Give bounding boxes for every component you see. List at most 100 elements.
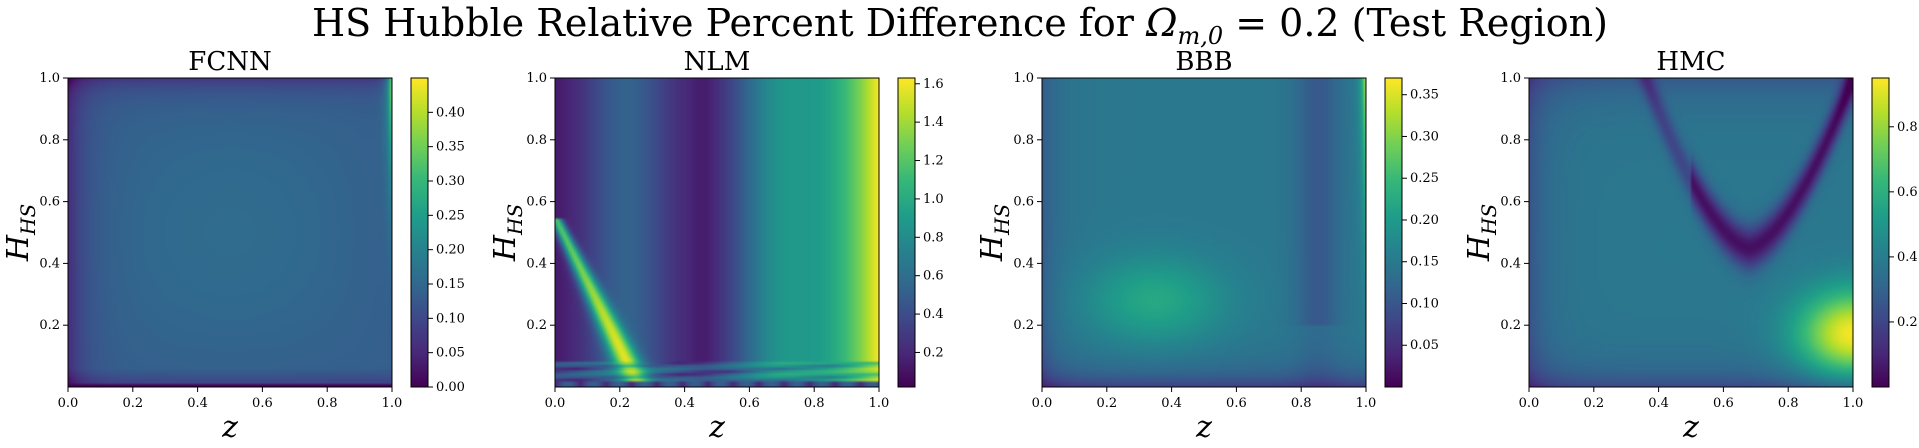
heatmap-image xyxy=(1529,78,1853,387)
heatmap-image xyxy=(555,78,879,387)
x-tick-label: 0.4 xyxy=(1648,396,1669,411)
y-axis-label: HHS xyxy=(1462,204,1501,262)
y-tick-label: 0.2 xyxy=(1500,318,1521,333)
y-tick-label: 0.4 xyxy=(1013,256,1034,271)
y-tick-label: 0.8 xyxy=(39,133,60,148)
colorbar xyxy=(897,77,916,388)
heatmap-panel-hmc: HMC 0.0 0.2 0.4 0.6 0.8 1.0 0.2 0.4 0.6 0.8 1.0 z HHS… xyxy=(1462,47,1918,445)
y-tick-label: 0.8 xyxy=(526,133,547,148)
x-tick-label: 1.0 xyxy=(1356,396,1377,411)
x-tick-label: 0.2 xyxy=(1096,396,1117,411)
colorbar-tick-label: 1.2 xyxy=(923,154,944,169)
x-tick-label: 0.6 xyxy=(1226,396,1247,411)
heatmap-panel-nlm: NLM 0.0 0.2 0.4 0.6 0.8 1.0 0.2 0.4 0.6 0.8 1.0 z HHS… xyxy=(488,47,944,445)
y-tick-label: 1.0 xyxy=(1500,71,1521,86)
x-tick-label: 0.8 xyxy=(1291,396,1312,411)
x-tick-label: 0.6 xyxy=(252,396,273,411)
x-tick-label: 1.0 xyxy=(869,396,890,411)
y-tick-label: 0.6 xyxy=(39,195,60,210)
figure-title: HS Hubble Relative Percent Difference fo… xyxy=(312,1,1608,50)
heatmap-panel-fcnn: FCNN 0.0 0.2 0.4 0.6 0.8 1.0 0.2 0.4 0.6 0.8 1.0 z HH… xyxy=(1,47,465,445)
colorbar-tick-label: 0.6 xyxy=(1897,185,1918,200)
x-tick-label: 0.2 xyxy=(122,396,143,411)
y-tick-label: 0.2 xyxy=(1013,318,1034,333)
y-tick-label: 0.4 xyxy=(39,256,60,271)
colorbar xyxy=(1384,77,1403,388)
heatmap-image xyxy=(68,78,392,387)
y-tick-label: 0.4 xyxy=(526,256,547,271)
panel-title: NLM xyxy=(684,47,751,77)
panel-title: BBB xyxy=(1175,47,1232,77)
colorbar-tick-label: 0.35 xyxy=(1410,88,1439,103)
colorbar-tick-label: 0.00 xyxy=(436,380,465,395)
x-tick-label: 0.6 xyxy=(739,396,760,411)
colorbar-tick-label: 0.05 xyxy=(436,346,465,361)
y-axis-label: HHS xyxy=(1,204,40,262)
plot-frame xyxy=(554,77,880,388)
colorbar-tick-label: 0.8 xyxy=(923,230,944,245)
x-tick-label: 1.0 xyxy=(1843,396,1864,411)
plot-frame xyxy=(67,77,393,388)
colorbar-tick-label: 0.05 xyxy=(1410,338,1439,353)
x-tick-label: 0.8 xyxy=(1778,396,1799,411)
y-tick-label: 0.8 xyxy=(1013,133,1034,148)
colorbar-tick-label: 0.40 xyxy=(436,105,465,120)
y-tick-label: 0.8 xyxy=(1500,133,1521,148)
panel-title: FCNN xyxy=(188,47,271,77)
y-tick-label: 1.0 xyxy=(1013,71,1034,86)
colorbar-tick-label: 0.30 xyxy=(436,174,465,189)
y-tick-label: 1.0 xyxy=(39,71,60,86)
x-axis-label: z xyxy=(221,410,238,445)
y-tick-label: 0.6 xyxy=(526,195,547,210)
plot-frame xyxy=(1528,77,1854,388)
x-tick-label: 0.4 xyxy=(674,396,695,411)
x-tick-label: 0.8 xyxy=(804,396,825,411)
heatmap-panel-bbb: BBB 0.0 0.2 0.4 0.6 0.8 1.0 0.2 0.4 0.6 0.8 1.0 z HHS… xyxy=(975,47,1439,445)
colorbar-tick-label: 1.6 xyxy=(923,77,944,92)
x-axis-label: z xyxy=(1682,410,1699,445)
colorbar-tick-label: 0.15 xyxy=(436,277,465,292)
y-tick-label: 0.6 xyxy=(1500,195,1521,210)
colorbar-tick-label: 0.6 xyxy=(923,269,944,284)
colorbar-tick-label: 0.20 xyxy=(1410,213,1439,228)
colorbar-tick-label: 0.25 xyxy=(1410,171,1439,186)
colorbar-tick-label: 0.8 xyxy=(1897,120,1918,135)
colorbar xyxy=(410,77,429,388)
x-tick-label: 0.0 xyxy=(545,396,566,411)
colorbar-tick-label: 0.10 xyxy=(1410,296,1439,311)
plot-frame xyxy=(1041,77,1367,388)
y-tick-label: 0.6 xyxy=(1013,195,1034,210)
y-tick-label: 0.2 xyxy=(39,318,60,333)
colorbar-tick-label: 0.4 xyxy=(1897,250,1918,265)
colorbar-tick-label: 0.2 xyxy=(1897,315,1918,330)
x-tick-label: 0.8 xyxy=(317,396,338,411)
x-tick-label: 0.4 xyxy=(1161,396,1182,411)
colorbar xyxy=(1871,77,1890,388)
y-tick-label: 0.2 xyxy=(526,318,547,333)
colorbar-tick-label: 0.25 xyxy=(436,208,465,223)
colorbar-tick-label: 1.0 xyxy=(923,192,944,207)
y-tick-label: 1.0 xyxy=(526,71,547,86)
x-tick-label: 0.0 xyxy=(1032,396,1053,411)
colorbar-tick-label: 1.4 xyxy=(923,115,944,130)
colorbar-tick-label: 0.15 xyxy=(1410,255,1439,270)
x-tick-label: 0.6 xyxy=(1713,396,1734,411)
colorbar-tick-label: 0.20 xyxy=(436,243,465,258)
x-tick-label: 1.0 xyxy=(382,396,403,411)
x-tick-label: 0.2 xyxy=(1583,396,1604,411)
colorbar-tick-label: 0.2 xyxy=(923,345,944,360)
colorbar-tick-label: 0.30 xyxy=(1410,129,1439,144)
panel-title: HMC xyxy=(1656,47,1725,77)
x-tick-label: 0.4 xyxy=(187,396,208,411)
x-tick-label: 0.0 xyxy=(58,396,79,411)
y-axis-label: HHS xyxy=(488,204,527,262)
y-tick-label: 0.4 xyxy=(1500,256,1521,271)
colorbar-tick-label: 0.4 xyxy=(923,307,944,322)
heatmap-image xyxy=(1042,78,1366,387)
x-axis-label: z xyxy=(1195,410,1212,445)
x-tick-label: 0.0 xyxy=(1519,396,1540,411)
y-axis-label: HHS xyxy=(975,204,1014,262)
colorbar-tick-label: 0.10 xyxy=(436,311,465,326)
x-axis-label: z xyxy=(708,410,725,445)
